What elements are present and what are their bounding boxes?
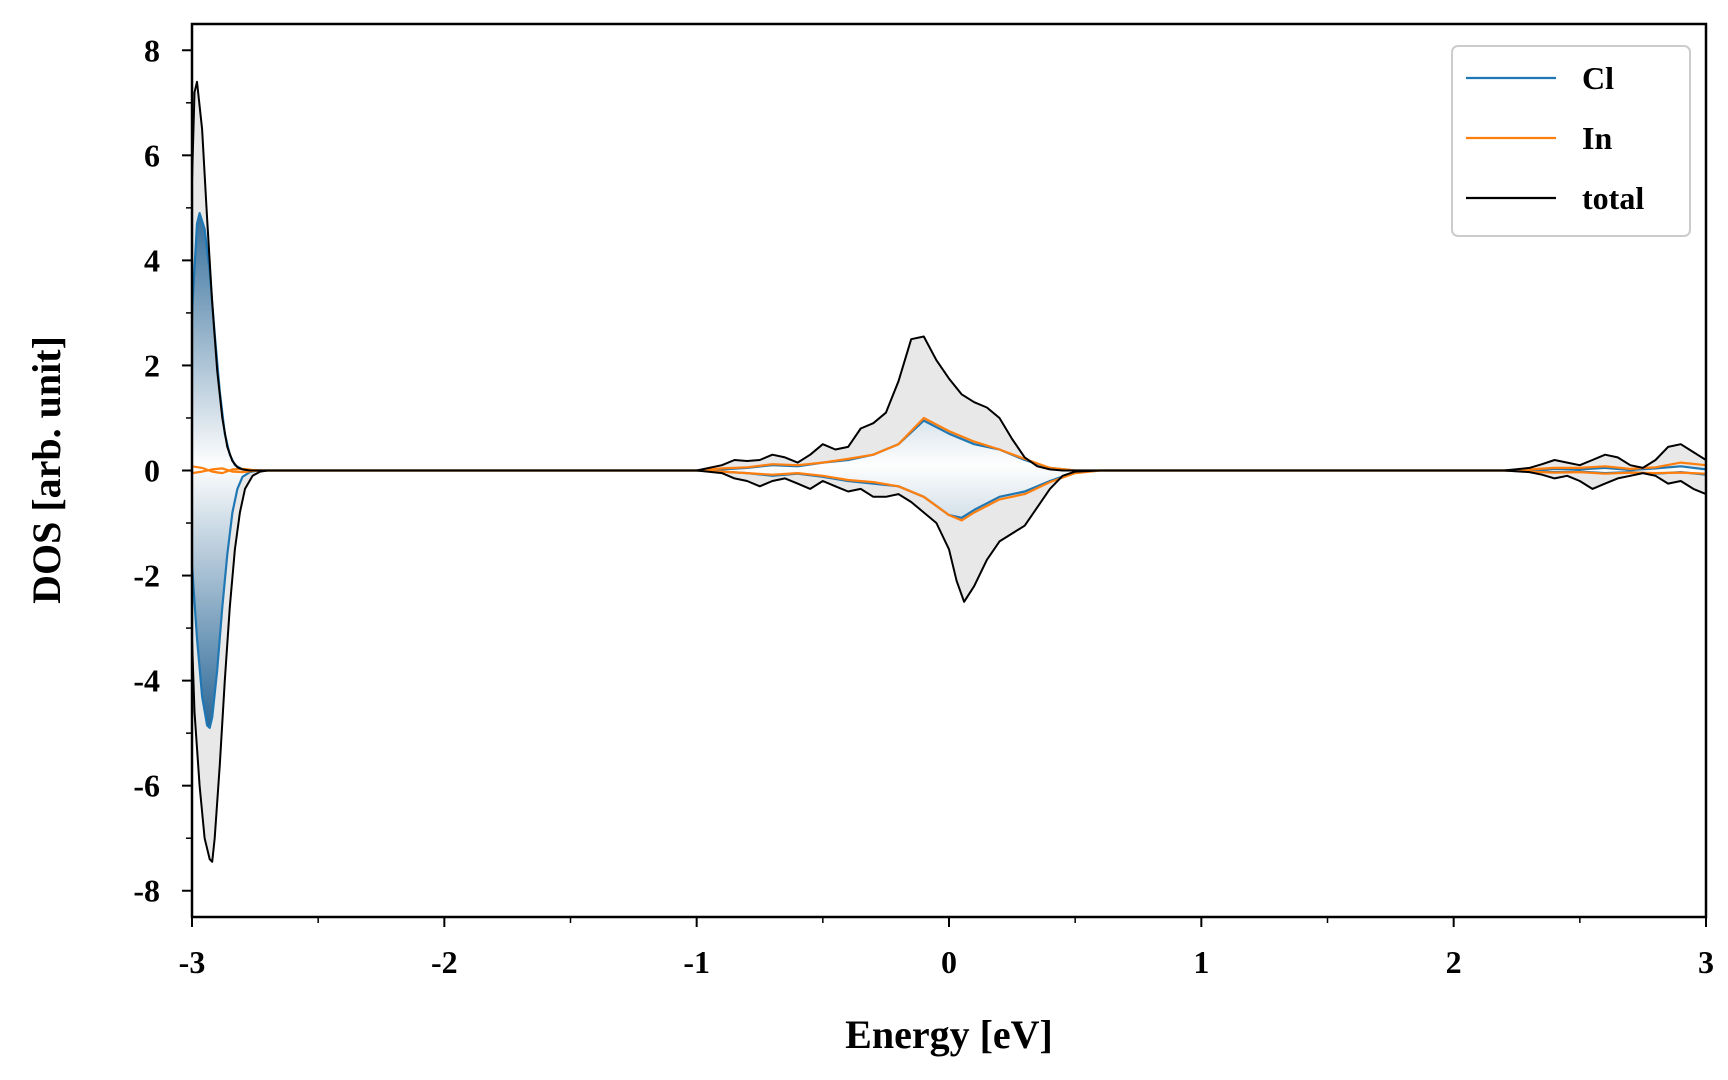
y-tick-label: 8 [144, 32, 160, 68]
y-tick-label: 6 [144, 137, 160, 173]
y-tick-label: -6 [133, 768, 160, 804]
y-tick-label: -2 [133, 558, 160, 594]
y-tick-label: 2 [144, 347, 160, 383]
y-tick-label: 0 [144, 453, 160, 489]
y-tick-label: -8 [133, 873, 160, 909]
x-tick-label: 0 [941, 944, 957, 980]
axis-ticks [182, 49, 1707, 927]
axis-tick-labels: -3 -2 -1 0 1 2 3 -8 -6 -4 -2 0 2 4 6 8 [133, 32, 1714, 980]
legend: Cl In total [1451, 45, 1691, 237]
legend-label-total: total [1582, 180, 1644, 216]
total-up-fill [192, 81, 1706, 471]
total-down-line [192, 469, 1706, 863]
y-tick-label: -4 [133, 663, 160, 699]
x-tick-label: 3 [1698, 944, 1714, 980]
legend-box [1451, 45, 1691, 237]
x-tick-label: 1 [1193, 944, 1209, 980]
total-up-line [192, 80, 1706, 472]
x-tick-label: 2 [1446, 944, 1462, 980]
y-tick-label: 4 [144, 242, 160, 278]
x-tick-label: -1 [683, 944, 710, 980]
y-axis-title: DOS [arb. unit] [24, 336, 69, 604]
legend-label-in: In [1582, 120, 1612, 156]
x-tick-label: -2 [431, 944, 458, 980]
x-axis-title: Energy [eV] [845, 1012, 1053, 1057]
dos-lines [192, 80, 1706, 863]
x-tick-label: -3 [179, 944, 206, 980]
legend-label-cl: Cl [1582, 60, 1614, 96]
